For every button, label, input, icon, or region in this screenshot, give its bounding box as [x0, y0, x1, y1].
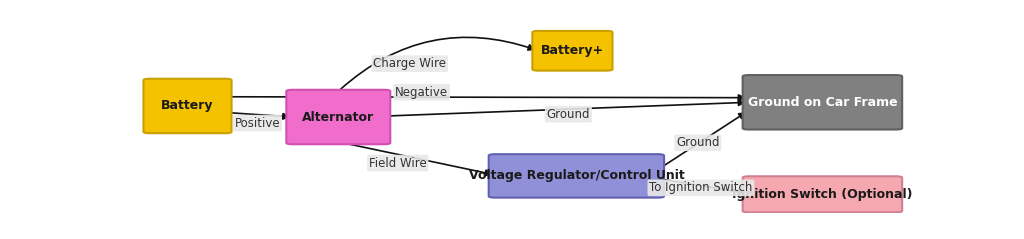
FancyBboxPatch shape: [532, 31, 612, 71]
Text: Ground on Car Frame: Ground on Car Frame: [748, 96, 897, 109]
Text: Ground: Ground: [547, 108, 590, 121]
Text: Negative: Negative: [395, 86, 449, 99]
Text: Battery+: Battery+: [541, 44, 604, 57]
FancyBboxPatch shape: [287, 90, 390, 144]
Text: Alternator: Alternator: [302, 110, 375, 124]
Text: Ground: Ground: [676, 136, 720, 149]
FancyBboxPatch shape: [742, 75, 902, 130]
Text: Voltage Regulator/Control Unit: Voltage Regulator/Control Unit: [469, 169, 684, 182]
Text: Field Wire: Field Wire: [369, 157, 427, 169]
FancyBboxPatch shape: [488, 154, 665, 198]
Text: Positive: Positive: [234, 117, 281, 130]
Text: Ignition Switch (Optional): Ignition Switch (Optional): [732, 188, 912, 201]
FancyBboxPatch shape: [742, 176, 902, 212]
Text: Charge Wire: Charge Wire: [373, 57, 446, 70]
Text: To Ignition Switch: To Ignition Switch: [649, 181, 753, 194]
FancyBboxPatch shape: [143, 79, 231, 133]
Text: Battery: Battery: [161, 99, 214, 113]
